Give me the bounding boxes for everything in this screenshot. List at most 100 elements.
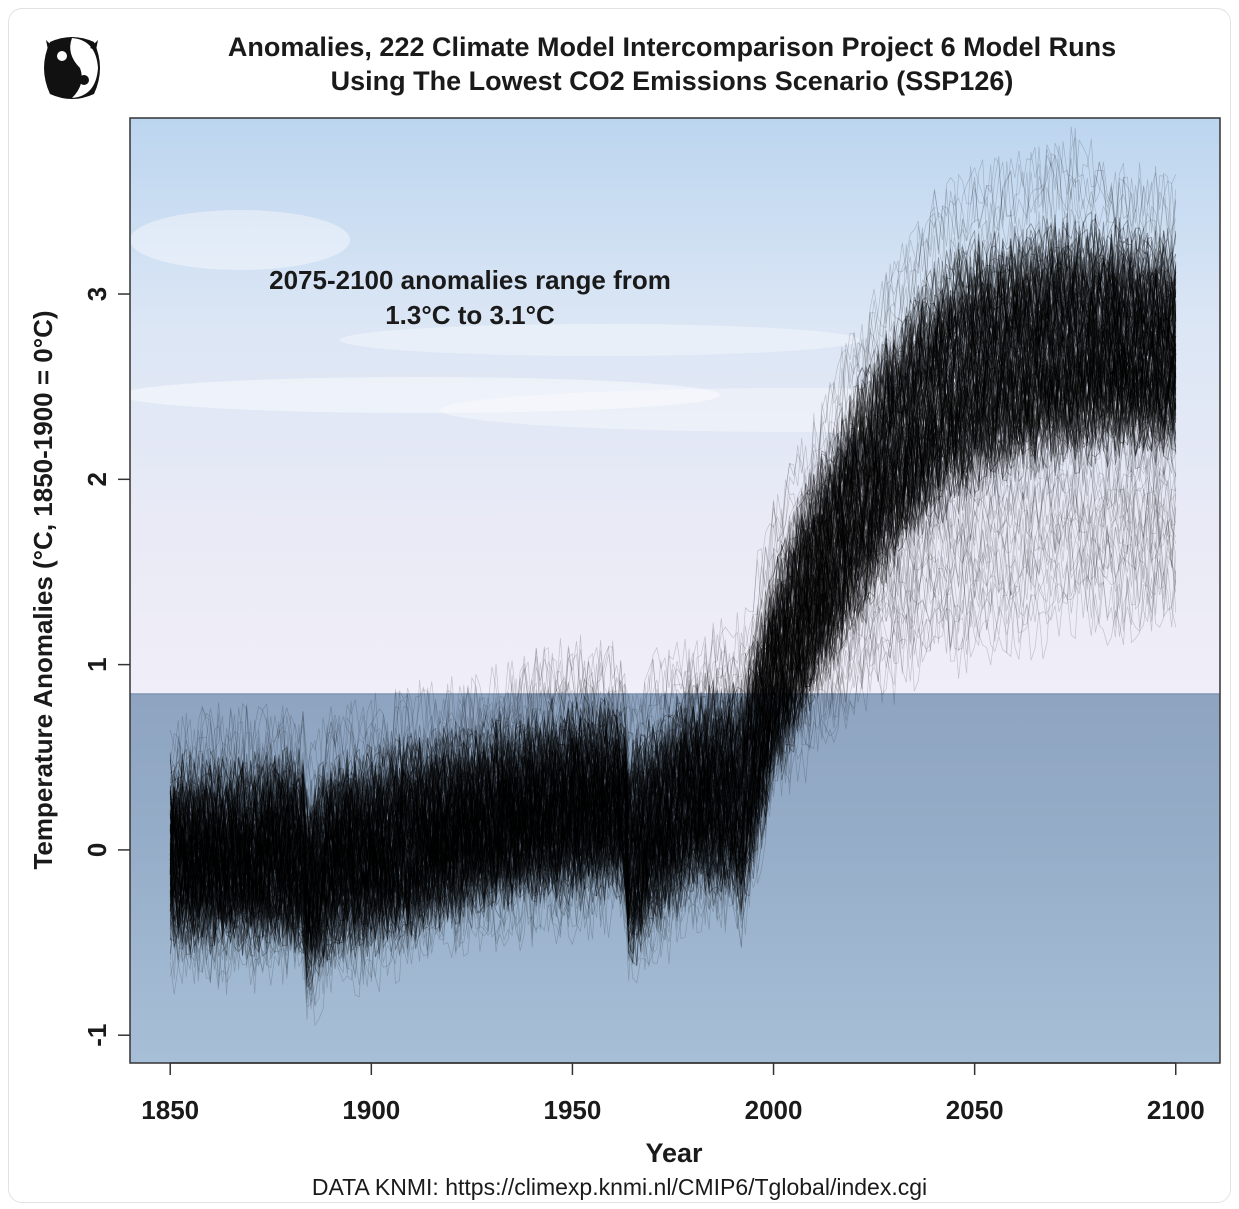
model-run-108 [169,363,1177,961]
model-run-59 [169,342,1177,948]
model-run-145 [169,296,1177,911]
model-run-131 [169,349,1177,964]
model-run-faint-36 [169,461,1177,973]
model-run-12 [170,271,1177,877]
model-run-160 [170,263,1177,899]
model-run-161 [169,345,1177,953]
model-run-119 [169,325,1177,949]
model-run-faint-9 [169,464,1177,959]
x-tick-label-1850: 1850 [141,1095,199,1125]
model-run-faint-50 [169,351,1177,910]
model-run-faint-17 [169,265,1177,885]
model-run-68 [169,225,1177,857]
model-run-65 [169,226,1177,878]
model-run-82 [169,360,1177,959]
model-run-143 [169,310,1177,920]
model-run-70 [169,251,1177,894]
model-run-71 [170,257,1177,877]
model-run-113 [169,283,1177,898]
model-run-35 [169,337,1177,939]
model-run-faint-60 [169,487,1177,988]
model-run-33 [169,278,1177,891]
model-run-faint-18 [169,427,1177,968]
model-run-139 [169,348,1177,948]
model-run-136 [169,271,1177,880]
model-run-94 [169,221,1177,854]
model-run-faint-30 [169,282,1177,881]
model-run-61 [169,323,1177,921]
model-run-125 [169,351,1177,947]
model-run-138 [169,328,1177,938]
model-run-100 [169,353,1177,948]
model-run-72 [169,359,1177,968]
model-run-faint-1 [169,273,1177,862]
model-run-102 [169,374,1177,988]
model-run-faint-42 [169,138,1177,802]
model-run-144 [169,373,1177,982]
model-run-53 [169,347,1177,953]
model-run-146 [169,243,1177,864]
model-run-7 [169,229,1177,849]
model-run-faint-38 [169,511,1177,991]
model-run-faint-57 [169,321,1177,924]
model-run-faint-19 [169,394,1177,953]
chart-title: Anomalies, 222 Climate Model Intercompar… [120,30,1224,98]
model-run-103 [169,250,1177,863]
annotation-line-1: 2075-2100 anomalies range from [269,265,671,295]
model-run-58 [169,308,1177,936]
model-run-80 [169,362,1177,962]
model-run-9 [170,345,1177,935]
model-run-25 [170,298,1177,919]
model-run-147 [169,272,1177,900]
model-run-99 [169,222,1177,858]
model-run-4 [169,274,1177,878]
model-run-133 [169,359,1177,968]
model-run-84 [169,293,1177,927]
model-run-74 [169,321,1177,937]
model-run-81 [169,314,1177,918]
model-run-34 [169,238,1177,852]
model-run-129 [169,272,1177,892]
model-run-155 [169,302,1177,933]
model-run-130 [169,353,1177,953]
model-run-10 [169,312,1177,923]
model-run-48 [169,325,1177,934]
model-run-88 [169,299,1177,906]
model-run-47 [169,221,1177,851]
model-run-29 [169,289,1177,887]
model-run-114 [169,357,1177,978]
model-run-faint-32 [169,244,1177,886]
model-run-faint-49 [169,384,1177,934]
model-run-78 [169,231,1177,874]
model-run-faint-54 [169,461,1177,977]
model-run-120 [169,211,1177,862]
model-run-faint-29 [169,141,1177,816]
model-run-123 [169,312,1177,925]
model-run-86 [169,244,1177,873]
model-run-44 [169,252,1177,898]
y-tick-label-1: 1 [82,657,112,671]
model-run-57 [169,335,1177,929]
model-run-40 [169,358,1177,947]
model-run-118 [169,298,1177,923]
model-run-5 [169,293,1177,894]
model-run-75 [169,302,1177,908]
model-run-98 [169,349,1177,946]
model-run-43 [169,329,1177,942]
model-run-faint-37 [169,231,1177,870]
x-tick-label-2050: 2050 [946,1095,1004,1125]
model-run-13 [169,317,1177,936]
model-run-42 [169,298,1177,898]
model-run-101 [169,232,1177,883]
model-run-93 [169,266,1177,901]
model-run-124 [169,311,1177,927]
model-run-faint-52 [169,208,1177,858]
model-run-31 [169,317,1177,934]
model-run-faint-40 [169,127,1177,791]
y-axis: -1 0 1 2 3 [82,287,130,1047]
model-run-87 [169,252,1177,880]
model-run-69 [169,257,1177,882]
x-tick-label-2100: 2100 [1147,1095,1205,1125]
model-run-faint-41 [169,430,1177,951]
model-run-17 [169,325,1177,943]
